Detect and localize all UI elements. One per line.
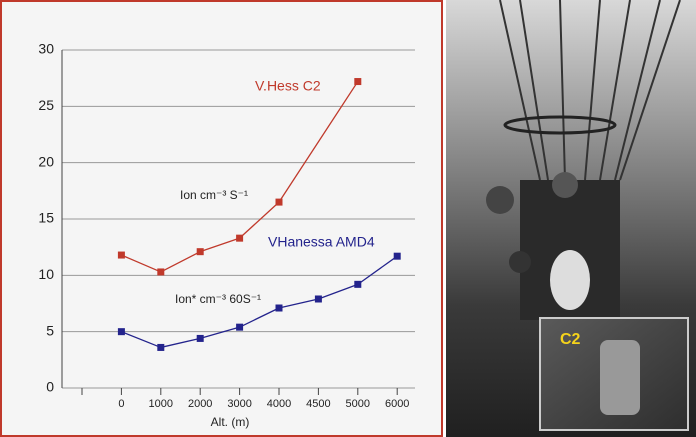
inset-label: C2 [560, 331, 581, 348]
basket-ring [503, 115, 617, 135]
data-point [157, 268, 165, 276]
data-point [157, 343, 165, 351]
series-segment [239, 201, 280, 239]
x-tick-label: 6000 [385, 398, 409, 410]
x-axis-label: Alt. (m) [211, 415, 250, 429]
person [509, 251, 531, 273]
balloon-ropes [499, 0, 681, 181]
data-point [275, 304, 283, 312]
data-point [393, 252, 401, 260]
series-label: VHanessa AMD4 [268, 234, 375, 250]
data-point [275, 198, 283, 206]
annotation: Ion cm⁻³ S⁻¹ [180, 188, 248, 202]
y-tick-label: 0 [46, 379, 54, 395]
x-tick-label: 1000 [149, 398, 173, 410]
annotation: Ion* cm⁻³ 60S⁻¹ [175, 292, 261, 306]
y-tick-label: 5 [46, 322, 54, 338]
chart: 0 5 10 15 20 25 30 0 1000 2000 3000 4000 4500 5000 600… [38, 41, 415, 410]
photo: C2 [446, 0, 696, 437]
data-point [314, 295, 322, 303]
series-segment [318, 283, 359, 300]
series-segment [278, 81, 359, 203]
series-segment [239, 307, 280, 328]
series-segment [160, 337, 201, 349]
series-segment [121, 254, 162, 273]
series-segment [160, 251, 201, 273]
series-segment [278, 298, 319, 309]
data-point [117, 251, 125, 259]
instrument [600, 340, 640, 415]
data-point [236, 323, 244, 331]
x-tick-label: 4500 [306, 398, 330, 410]
y-tick-label: 30 [38, 41, 54, 57]
data-point [196, 248, 204, 256]
data-point [117, 328, 125, 336]
y-tick-label: 10 [38, 266, 54, 282]
series-segment [199, 237, 240, 253]
data-point [196, 334, 204, 342]
x-tick-label: 3000 [227, 398, 251, 410]
data-point [354, 78, 362, 86]
y-tick-label: 15 [38, 210, 54, 226]
y-tick-label: 25 [38, 97, 54, 113]
series-label: V.Hess C2 [255, 78, 321, 94]
x-tick-label: 2000 [188, 398, 212, 410]
series-segment [200, 326, 240, 340]
data-point [354, 280, 362, 288]
x-tick-label: 0 [118, 398, 124, 410]
person [486, 186, 514, 214]
y-tick-label: 20 [38, 153, 54, 169]
series-segment [357, 255, 398, 285]
series-segment [121, 331, 162, 349]
person [552, 172, 578, 198]
x-tick-label: 4000 [267, 398, 291, 410]
data-point [236, 234, 244, 242]
x-tick-label: 5000 [346, 398, 370, 410]
hat [550, 250, 590, 310]
